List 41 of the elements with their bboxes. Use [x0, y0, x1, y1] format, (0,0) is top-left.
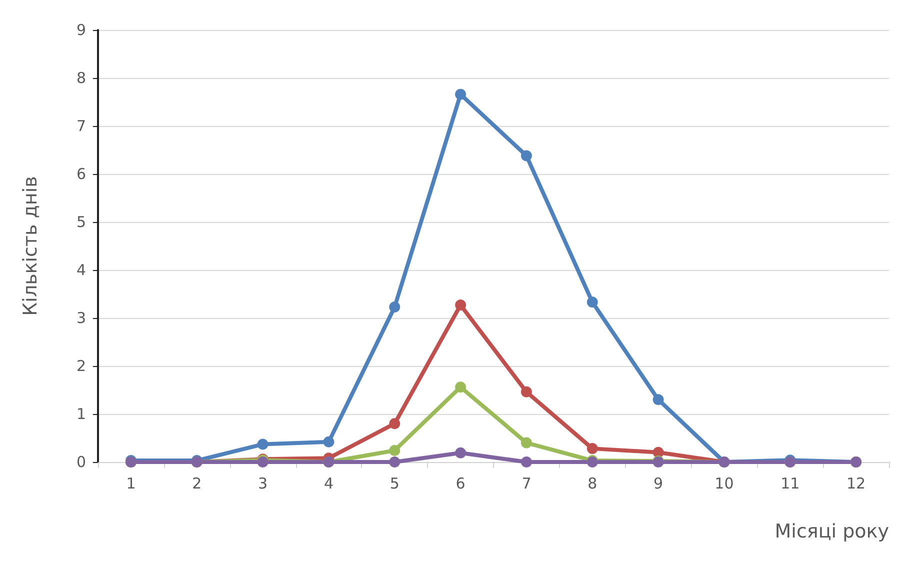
x-tick-label: 2 — [192, 474, 202, 492]
y-tick-label: 6 — [76, 165, 86, 183]
point — [455, 382, 466, 393]
point — [520, 386, 532, 398]
x-tick-label: 4 — [324, 474, 334, 492]
point — [389, 418, 400, 430]
x-tick-label: 8 — [588, 474, 598, 492]
x-tick-label: 1 — [126, 474, 136, 492]
point — [455, 88, 466, 100]
point — [455, 300, 466, 311]
y-tick-label: 7 — [76, 117, 86, 135]
y-tick-label: 2 — [76, 357, 86, 375]
y-tick-label: 3 — [76, 309, 86, 327]
y-axis-title: Кількість днів — [20, 176, 42, 316]
point — [323, 436, 334, 448]
x-axis-title: Місяці року — [774, 520, 889, 542]
point — [520, 150, 532, 162]
point — [520, 456, 532, 468]
x-tick-label: 11 — [780, 474, 800, 492]
point — [520, 437, 532, 448]
x-tick-label: 5 — [390, 474, 400, 492]
point — [389, 444, 400, 456]
x-tick-label: 7 — [522, 474, 532, 492]
point — [586, 443, 598, 454]
point — [455, 447, 466, 458]
y-tick-label: 9 — [76, 21, 86, 39]
y-tick-label: 8 — [76, 69, 86, 87]
y-tick-label: 5 — [76, 213, 86, 231]
y-tick-label: 1 — [76, 405, 86, 423]
point — [652, 394, 664, 406]
x-tick-label: 12 — [846, 474, 866, 492]
x-tick-label: 3 — [258, 474, 268, 492]
y-tick-label: 4 — [76, 261, 86, 279]
x-tick-label: 6 — [456, 474, 466, 492]
point — [257, 438, 268, 450]
y-tick-label: 0 — [76, 453, 86, 471]
point — [389, 456, 400, 468]
x-tick-label: 10 — [714, 474, 734, 492]
x-tick-label: 9 — [654, 474, 664, 492]
point — [389, 301, 400, 312]
point — [586, 296, 598, 308]
